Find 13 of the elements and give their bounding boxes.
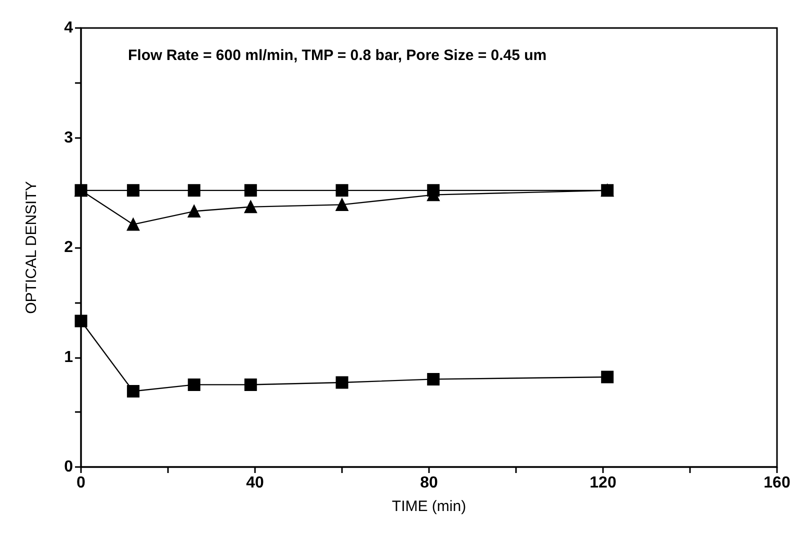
x-tick-label: 0 bbox=[76, 474, 86, 492]
x-axis-title: TIME (min) bbox=[392, 498, 466, 515]
x-tick-label: 120 bbox=[590, 474, 616, 492]
y-tick-label: 0 bbox=[64, 458, 74, 476]
y-tick-label: 2 bbox=[64, 239, 74, 256]
y-axis-title: OPTICAL DENSITY bbox=[23, 181, 40, 314]
x-tick-label: 40 bbox=[246, 474, 264, 492]
annotation: Flow Rate = 600 ml/min, TMP = 0.8 bar, Pore Size = 0.45 um bbox=[128, 47, 547, 64]
y-tick-label: 4 bbox=[64, 20, 74, 36]
x-tick-label: 80 bbox=[420, 474, 438, 492]
y-tick-label: 3 bbox=[64, 129, 74, 146]
x-tick-label: 160 bbox=[764, 474, 790, 492]
y-tick-label: 1 bbox=[64, 348, 74, 366]
